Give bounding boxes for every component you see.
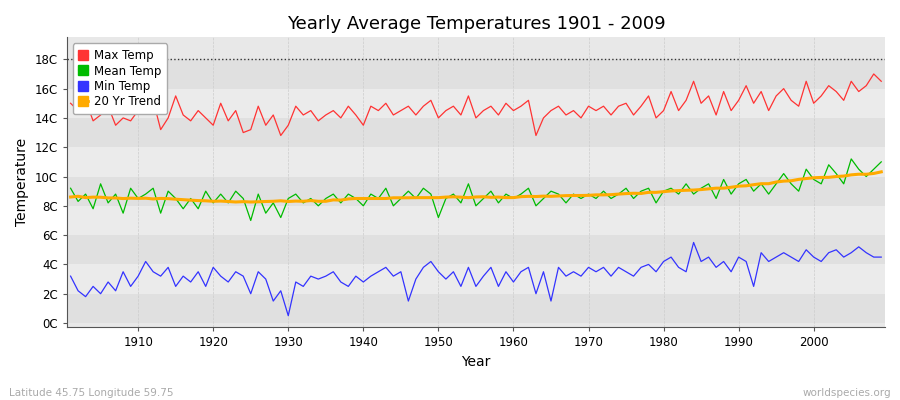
Text: Latitude 45.75 Longitude 59.75: Latitude 45.75 Longitude 59.75 — [9, 388, 174, 398]
Bar — [67, 147, 885, 176]
Bar — [67, 89, 885, 118]
Bar — [67, 294, 885, 323]
Bar — [67, 235, 885, 264]
Bar — [67, 176, 885, 206]
Title: Yearly Average Temperatures 1901 - 2009: Yearly Average Temperatures 1901 - 2009 — [286, 15, 665, 33]
X-axis label: Year: Year — [461, 355, 491, 369]
Text: worldspecies.org: worldspecies.org — [803, 388, 891, 398]
Bar — [67, 118, 885, 147]
Bar — [67, 59, 885, 89]
Bar — [67, 206, 885, 235]
Bar — [67, 264, 885, 294]
Y-axis label: Temperature: Temperature — [15, 138, 29, 226]
Legend: Max Temp, Mean Temp, Min Temp, 20 Yr Trend: Max Temp, Mean Temp, Min Temp, 20 Yr Tre… — [73, 43, 167, 114]
